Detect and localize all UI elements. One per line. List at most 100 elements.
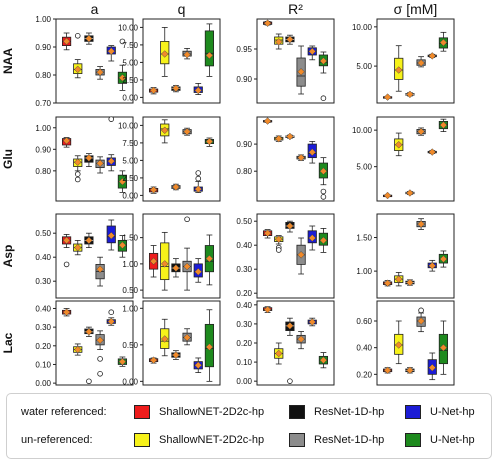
legend-row-unref: un-referenced: ShallowNET-2D2c-hp ResNet…	[7, 430, 491, 452]
outlier	[275, 247, 282, 253]
mean-marker	[297, 335, 305, 343]
y-tick-label: 0.30	[236, 320, 252, 329]
panel-frame	[256, 116, 335, 202]
outlier	[97, 356, 103, 362]
y-tick-label: 0.90	[236, 75, 252, 84]
mean-marker	[319, 167, 328, 175]
legend-swatch-unet-unref	[405, 433, 421, 447]
mean-marker	[194, 86, 203, 95]
mean-marker	[85, 154, 93, 162]
column-title: a	[91, 1, 99, 17]
y-tick-label: 0.90	[35, 145, 51, 154]
mean-marker	[73, 345, 82, 354]
mean-marker	[194, 361, 203, 370]
mean-marker	[286, 222, 294, 230]
y-tick-label: 0.00	[236, 377, 252, 386]
mean-marker	[274, 235, 283, 243]
y-tick-label: 0.80	[236, 167, 252, 176]
mean-marker	[96, 336, 104, 344]
y-tick-label: 0.90	[236, 140, 252, 149]
mean-marker	[406, 278, 414, 287]
y-tick-label: 0.80	[35, 167, 51, 176]
mean-marker	[286, 132, 294, 141]
mean-marker	[107, 47, 116, 55]
mean-marker	[274, 38, 283, 46]
mean-marker	[160, 335, 169, 343]
y-tick-label: 7.50	[122, 41, 138, 50]
mean-marker	[428, 363, 437, 372]
mean-marker	[118, 74, 127, 82]
mean-marker	[118, 177, 127, 186]
mean-marker	[297, 68, 305, 76]
y-tick-label: 0.95	[236, 45, 252, 54]
legend-label: ShallowNET-2D2c-hp	[159, 434, 265, 446]
y-tick-label: 0.20	[35, 342, 51, 351]
mean-marker	[319, 236, 328, 245]
legend-row-label: un-referenced:	[21, 434, 93, 446]
y-tick-label: 0.50	[122, 341, 138, 350]
y-tick-label: 5.00	[356, 62, 372, 71]
y-tick-label: 0.20	[356, 370, 372, 379]
mean-marker	[85, 236, 93, 245]
mean-marker	[107, 157, 116, 165]
mean-marker	[439, 255, 448, 263]
row-title: Lac	[1, 332, 15, 353]
mean-marker	[160, 126, 169, 135]
legend-row-label: water referenced:	[21, 406, 107, 418]
mean-marker	[297, 251, 305, 259]
mean-marker	[183, 333, 191, 342]
mean-marker	[62, 136, 71, 145]
mean-marker	[263, 229, 272, 237]
mean-marker	[107, 317, 116, 326]
legend-label: ShallowNET-2D2c-hp	[159, 406, 265, 418]
y-tick-label: 7.50	[122, 139, 138, 148]
row-title: Glu	[1, 149, 15, 169]
mean-marker	[439, 38, 448, 47]
mean-marker	[96, 265, 104, 273]
mean-marker	[149, 186, 158, 194]
y-tick-label: 0.00	[122, 377, 138, 386]
panel-frame	[376, 116, 455, 202]
y-tick-label: 0.00	[35, 379, 51, 388]
outlier	[184, 216, 190, 223]
mean-marker	[205, 51, 214, 60]
y-tick-label: 0.40	[236, 301, 252, 310]
legend-label: ResNet-1D-hp	[314, 406, 385, 418]
mean-marker	[417, 127, 425, 136]
mean-marker	[149, 257, 158, 266]
mean-marker	[308, 318, 317, 326]
legend-label: U-Net-hp	[430, 434, 475, 446]
mean-marker	[172, 351, 180, 359]
mean-marker	[263, 305, 272, 314]
y-tick-label: 0.30	[35, 323, 51, 332]
y-tick-label: 1.50	[122, 234, 138, 243]
mean-marker	[96, 159, 104, 168]
row-title: Asp	[1, 245, 15, 268]
y-tick-label: 0.40	[236, 241, 252, 250]
y-tick-label: 0.50	[236, 217, 252, 226]
mean-marker	[297, 153, 305, 162]
y-tick-label: 1.00	[356, 267, 372, 276]
legend-swatch-shallownet-water	[134, 405, 150, 419]
y-tick-label: 0.40	[35, 304, 51, 313]
legend-swatch-unet-water	[405, 405, 421, 419]
mean-marker	[263, 19, 272, 27]
mean-marker	[308, 47, 317, 56]
mean-marker	[183, 127, 191, 136]
outlier	[320, 194, 327, 200]
y-tick-label: 1.00	[122, 260, 138, 269]
mean-marker	[149, 356, 158, 364]
outlier	[74, 32, 81, 39]
mean-marker	[107, 231, 116, 240]
outlier	[97, 370, 103, 377]
outlier	[74, 176, 81, 183]
legend-swatch-resnet-unref	[289, 433, 305, 447]
mean-marker	[439, 343, 448, 352]
y-tick-label: 0.80	[35, 71, 51, 80]
mean-marker	[383, 279, 392, 287]
y-tick-label: 0.60	[356, 317, 372, 326]
mean-marker	[96, 68, 104, 76]
row-title: NAA	[1, 48, 15, 74]
y-tick-label: 0.00	[122, 191, 138, 200]
y-tick-label: 5.00	[122, 58, 138, 67]
